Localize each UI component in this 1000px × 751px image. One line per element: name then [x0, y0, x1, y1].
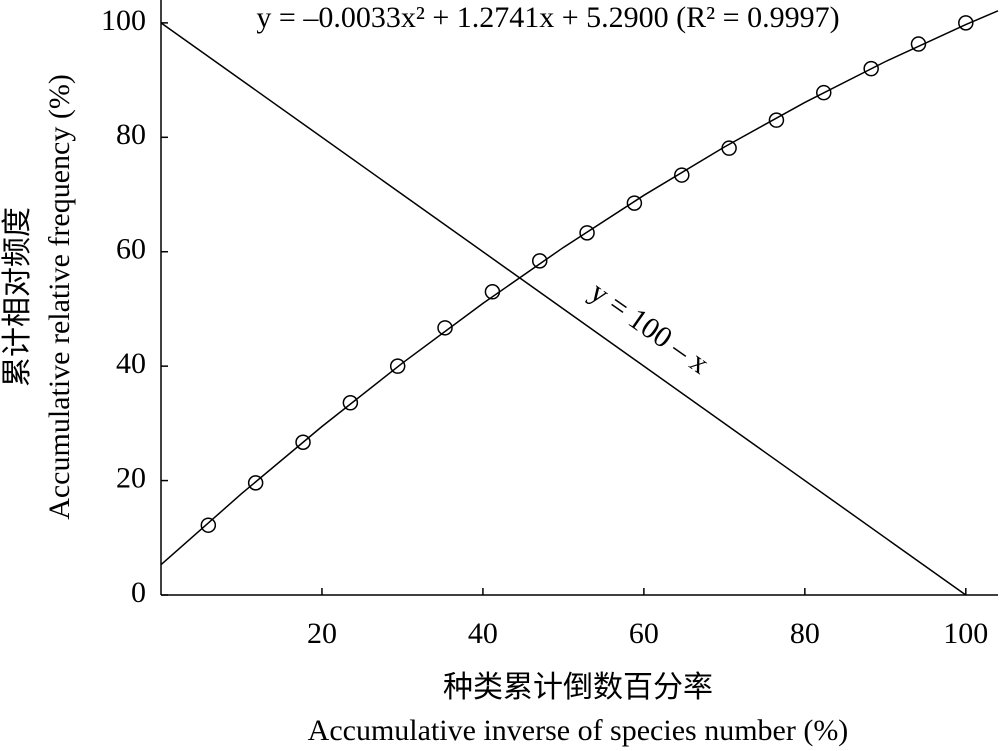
y-tick-label: 60 — [116, 233, 146, 266]
x-tick-label: 20 — [307, 617, 337, 650]
point — [626, 195, 643, 211]
point — [910, 36, 927, 52]
line — [160, 22, 967, 596]
point — [863, 60, 879, 77]
point — [247, 475, 264, 491]
x-tick-label: 40 — [468, 617, 498, 650]
y-axis-label: Accumulative relative frequency (%) — [43, 74, 76, 520]
point — [200, 517, 217, 533]
y-tick-label: 80 — [116, 118, 146, 151]
point — [437, 320, 453, 336]
x-tick-label: 60 — [629, 617, 659, 650]
point — [674, 167, 690, 183]
point — [389, 358, 406, 374]
point — [342, 395, 359, 411]
point — [721, 140, 737, 156]
point — [579, 225, 595, 241]
y-axis-label: 累计相对频度 — [1, 207, 34, 387]
x-tick-label: 100 — [943, 617, 988, 650]
line — [160, 10, 999, 566]
y-tick-label: 40 — [116, 347, 146, 380]
point — [295, 434, 311, 450]
x-axis-label: Accumulative inverse of species number (… — [308, 714, 849, 747]
line-label: y = 100 – x — [584, 275, 715, 381]
y-tick-label: 100 — [101, 4, 146, 37]
y-tick-label: 0 — [131, 576, 146, 609]
point — [768, 112, 785, 128]
point — [958, 15, 974, 31]
equation: y = –0.0033x² + 1.2741x + 5.2900 (R² = 0… — [256, 1, 839, 34]
point — [816, 84, 832, 101]
point — [484, 284, 501, 300]
x-axis-label: 种类累计倒数百分率 — [443, 671, 713, 704]
y-tick-label: 20 — [116, 461, 146, 494]
point — [531, 253, 548, 269]
x-tick-label: 80 — [790, 617, 820, 650]
